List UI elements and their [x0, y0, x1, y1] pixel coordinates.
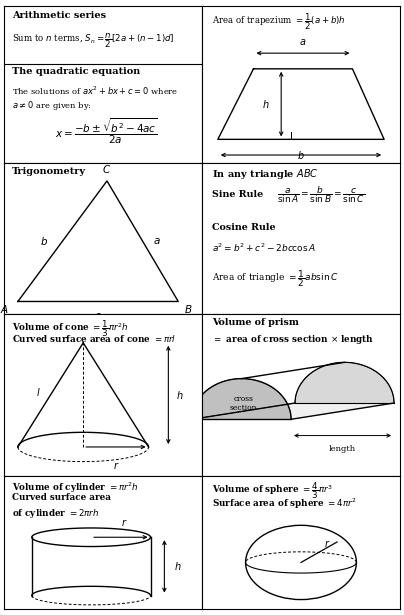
Text: $A$: $A$	[0, 303, 8, 315]
Text: $b$: $b$	[297, 149, 305, 161]
Text: Curved surface area of cone $= \pi rl$: Curved surface area of cone $= \pi rl$	[12, 333, 176, 344]
Text: $h$: $h$	[174, 560, 182, 573]
Text: $\dfrac{a}{\sin A} = \dfrac{b}{\sin B} = \dfrac{c}{\sin C}$: $\dfrac{a}{\sin A} = \dfrac{b}{\sin B} =…	[277, 184, 365, 205]
Text: The quadratic equation: The quadratic equation	[12, 67, 140, 76]
Text: $r$: $r$	[324, 539, 331, 549]
Text: Area of trapezium $= \dfrac{1}{2}(a+b)h$: Area of trapezium $= \dfrac{1}{2}(a+b)h$	[212, 11, 346, 31]
Text: length: length	[329, 445, 356, 453]
Polygon shape	[192, 362, 394, 419]
Text: Cosine Rule: Cosine Rule	[212, 223, 276, 232]
Text: of cylinder $= 2\pi rh$: of cylinder $= 2\pi rh$	[12, 507, 99, 520]
Text: $h$: $h$	[262, 98, 269, 110]
Text: $a$: $a$	[299, 37, 307, 47]
Polygon shape	[192, 379, 291, 419]
Text: $r$: $r$	[120, 517, 127, 528]
Text: $l$: $l$	[36, 386, 41, 398]
Text: In any triangle $ABC$: In any triangle $ABC$	[212, 167, 318, 181]
Text: $a$: $a$	[153, 236, 160, 246]
Text: cross
section: cross section	[230, 395, 257, 413]
Text: $=$ area of cross section $\times$ length: $=$ area of cross section $\times$ lengt…	[212, 333, 374, 346]
Polygon shape	[192, 403, 394, 419]
Text: Surface area of sphere $= 4\pi r^2$: Surface area of sphere $= 4\pi r^2$	[212, 496, 357, 510]
Text: $C$: $C$	[102, 163, 112, 175]
Text: Curved surface area: Curved surface area	[12, 493, 111, 502]
Text: Trigonometry: Trigonometry	[12, 167, 86, 177]
Text: $x = \dfrac{-b \pm \sqrt{b^2 - 4ac}}{2a}$: $x = \dfrac{-b \pm \sqrt{b^2 - 4ac}}{2a}…	[55, 117, 158, 146]
Text: Sum to $n$ terms, $S_n = \dfrac{n}{2}\left[2a+(n-1)d\right]$: Sum to $n$ terms, $S_n = \dfrac{n}{2}\le…	[12, 31, 175, 50]
Text: Volume of sphere $= \dfrac{4}{3}\pi r^3$: Volume of sphere $= \dfrac{4}{3}\pi r^3$	[212, 480, 333, 501]
Text: $B$: $B$	[184, 303, 192, 315]
Text: Volume of cone $= \dfrac{1}{3}\pi r^2 h$: Volume of cone $= \dfrac{1}{3}\pi r^2 h$	[12, 319, 129, 339]
Text: $c$: $c$	[94, 311, 102, 320]
Text: The solutions of $ax^2 + bx + c = 0$ where: The solutions of $ax^2 + bx + c = 0$ whe…	[12, 84, 179, 97]
Text: $r$: $r$	[113, 460, 119, 471]
Text: $b$: $b$	[40, 235, 48, 247]
Text: Sine Rule: Sine Rule	[212, 190, 263, 199]
Text: Area of triangle $= \dfrac{1}{2}ab\sin C$: Area of triangle $= \dfrac{1}{2}ab\sin C…	[212, 268, 339, 289]
Text: $a^2 = b^2 + c^2 - 2bc\cos A$: $a^2 = b^2 + c^2 - 2bc\cos A$	[212, 241, 316, 253]
Text: Volume of prism: Volume of prism	[212, 319, 299, 327]
Text: $h$: $h$	[176, 389, 184, 401]
Text: Arithmetic series: Arithmetic series	[12, 11, 106, 20]
Text: $a \neq 0$ are given by:: $a \neq 0$ are given by:	[12, 98, 92, 111]
Text: Volume of cylinder $= \pi r^2h$: Volume of cylinder $= \pi r^2h$	[12, 480, 139, 494]
